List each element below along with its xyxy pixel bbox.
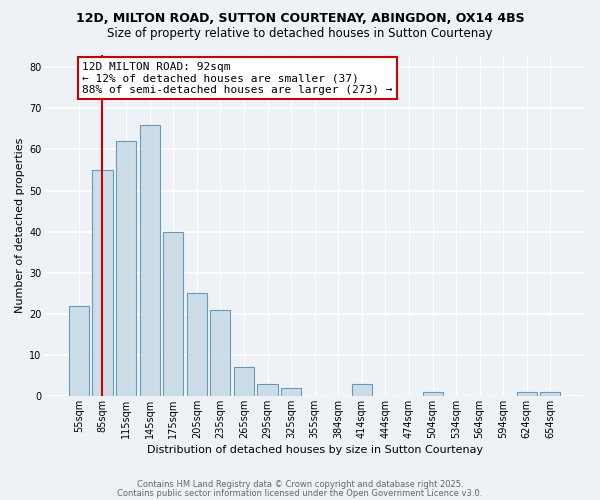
- Text: Contains HM Land Registry data © Crown copyright and database right 2025.: Contains HM Land Registry data © Crown c…: [137, 480, 463, 489]
- X-axis label: Distribution of detached houses by size in Sutton Courtenay: Distribution of detached houses by size …: [146, 445, 483, 455]
- Bar: [352, 384, 372, 396]
- Bar: [163, 232, 183, 396]
- Bar: [517, 392, 537, 396]
- Bar: [422, 392, 443, 396]
- Text: 12D, MILTON ROAD, SUTTON COURTENAY, ABINGDON, OX14 4BS: 12D, MILTON ROAD, SUTTON COURTENAY, ABIN…: [76, 12, 524, 26]
- Bar: [234, 367, 254, 396]
- Bar: [69, 306, 89, 396]
- Bar: [116, 142, 136, 396]
- Bar: [92, 170, 113, 396]
- Bar: [281, 388, 301, 396]
- Bar: [257, 384, 278, 396]
- Bar: [541, 392, 560, 396]
- Bar: [211, 310, 230, 396]
- Bar: [187, 293, 207, 396]
- Text: 12D MILTON ROAD: 92sqm
← 12% of detached houses are smaller (37)
88% of semi-det: 12D MILTON ROAD: 92sqm ← 12% of detached…: [82, 62, 392, 95]
- Text: Contains public sector information licensed under the Open Government Licence v3: Contains public sector information licen…: [118, 490, 482, 498]
- Text: Size of property relative to detached houses in Sutton Courtenay: Size of property relative to detached ho…: [107, 28, 493, 40]
- Bar: [140, 125, 160, 396]
- Y-axis label: Number of detached properties: Number of detached properties: [15, 138, 25, 313]
